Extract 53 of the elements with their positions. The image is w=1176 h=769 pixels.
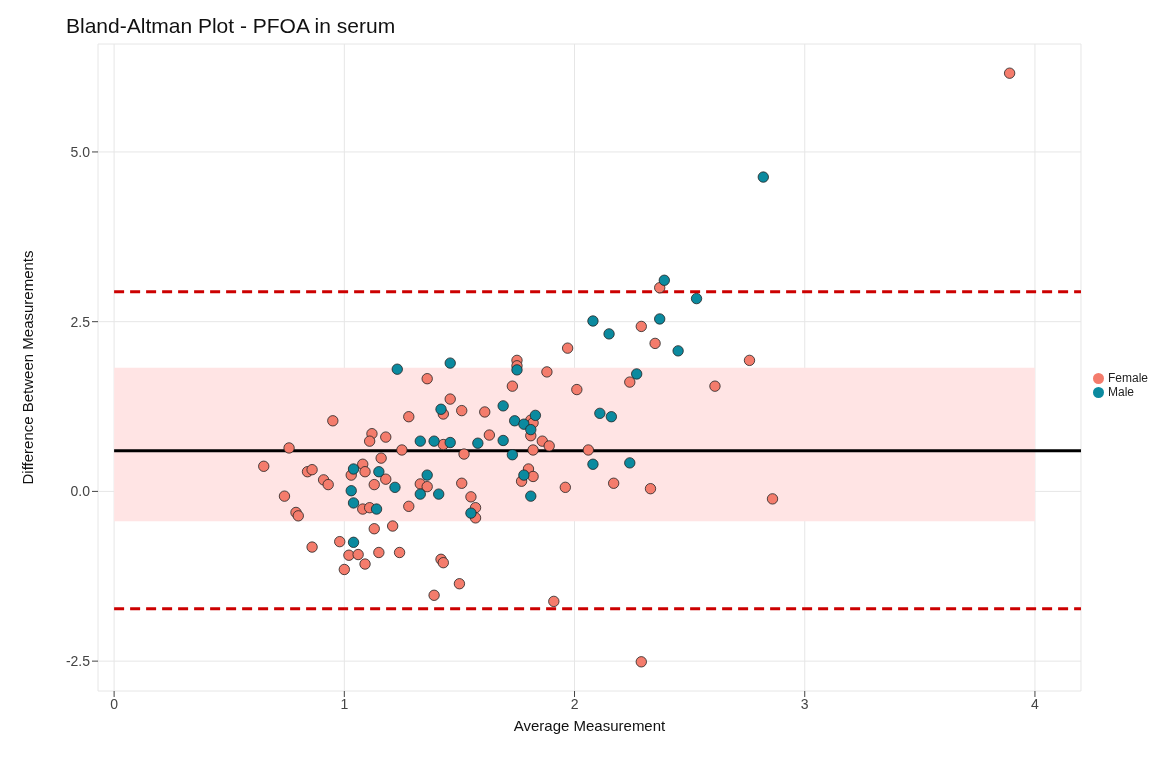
point <box>654 313 666 325</box>
point <box>631 368 643 380</box>
point <box>757 171 769 183</box>
y-tick-label: 5.0 <box>70 143 91 160</box>
point <box>435 403 447 415</box>
point <box>525 424 537 436</box>
point <box>658 274 670 286</box>
point <box>690 292 703 305</box>
point <box>347 463 360 475</box>
point <box>347 497 360 509</box>
point <box>594 407 606 419</box>
x-tick-label: 0 <box>110 695 119 712</box>
legend-label: Male <box>1107 384 1134 399</box>
x-tick-label: 2 <box>570 695 579 712</box>
point <box>444 436 456 449</box>
point <box>511 364 523 376</box>
x-tick-label: 4 <box>1031 695 1040 712</box>
y-tick-label: -2.5 <box>65 653 91 670</box>
chart-title: Bland-Altman Plot - PFOA in serum <box>66 14 396 38</box>
point <box>391 363 403 375</box>
point <box>347 536 360 548</box>
point <box>444 357 456 369</box>
point <box>525 490 537 502</box>
x-axis-title: Average Measurement <box>513 717 667 734</box>
point <box>414 488 426 500</box>
point <box>497 434 509 447</box>
y-axis-title: Difference Between Measurements <box>19 250 37 485</box>
point <box>529 409 541 421</box>
y-tick-label: 0.0 <box>70 483 91 500</box>
point <box>672 345 684 357</box>
point <box>509 415 521 427</box>
point <box>370 503 383 515</box>
point <box>389 481 401 493</box>
point <box>414 435 426 447</box>
point <box>497 400 509 412</box>
point <box>465 507 477 519</box>
x-tick-label: 3 <box>800 695 809 712</box>
point <box>506 449 518 461</box>
point <box>345 485 357 497</box>
point <box>605 411 617 423</box>
point <box>433 488 445 500</box>
point <box>624 457 636 469</box>
point <box>421 469 433 481</box>
y-tick-label: 2.5 <box>70 313 91 330</box>
point <box>587 315 599 327</box>
point <box>603 328 615 340</box>
point <box>373 466 385 478</box>
point <box>518 469 530 481</box>
legend-label: Female <box>1107 370 1148 385</box>
point <box>472 437 484 449</box>
point <box>587 458 599 470</box>
point <box>428 435 440 447</box>
x-tick-label: 1 <box>340 695 349 712</box>
